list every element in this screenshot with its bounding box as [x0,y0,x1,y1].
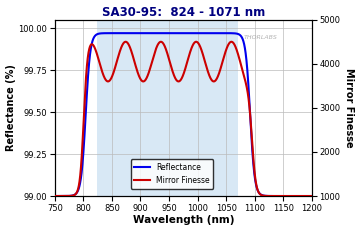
X-axis label: Wavelength (nm): Wavelength (nm) [132,216,234,225]
Y-axis label: Mirror Finesse: Mirror Finesse [345,68,355,148]
Legend: Reflectance, Mirror Finesse: Reflectance, Mirror Finesse [131,159,213,189]
Bar [97,20,238,196]
Y-axis label: Reflectance (%): Reflectance (%) [5,64,15,151]
Title: SA30-95:  824 - 1071 nm: SA30-95: 824 - 1071 nm [102,6,265,18]
Text: THORLABS: THORLABS [243,35,277,40]
